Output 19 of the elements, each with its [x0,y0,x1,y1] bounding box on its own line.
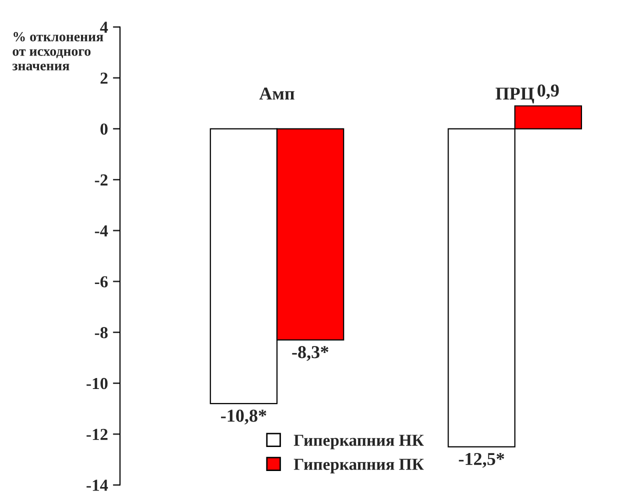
y-tick-label: -2 [94,174,108,186]
y-tick-label: 2 [100,72,108,84]
x-tick-label: Амп [259,88,294,100]
y-tick-label: -6 [94,276,108,288]
data-label: -10,8* [221,410,266,424]
data-label: -12,5* [458,452,504,468]
y-tick-label: -10 [86,378,108,390]
legend-label: Гиперкапния НК [294,434,424,450]
y-axis-title: % отклонения от исходного значения [12,32,104,70]
y-tick-label: -14 [86,480,108,491]
data-label: -8,3* [292,346,328,361]
y-tick-label: 4 [100,22,108,33]
x-tick-label: ПРЦ [496,88,534,104]
y-tick-label: -12 [86,428,108,440]
y-tick-label: -4 [94,225,108,236]
legend-label: Гиперкапния ПК [294,458,424,474]
y-tick-label: -8 [94,327,108,338]
data-label: 0,9 [538,84,559,100]
y-tick-label: 0 [100,123,108,135]
